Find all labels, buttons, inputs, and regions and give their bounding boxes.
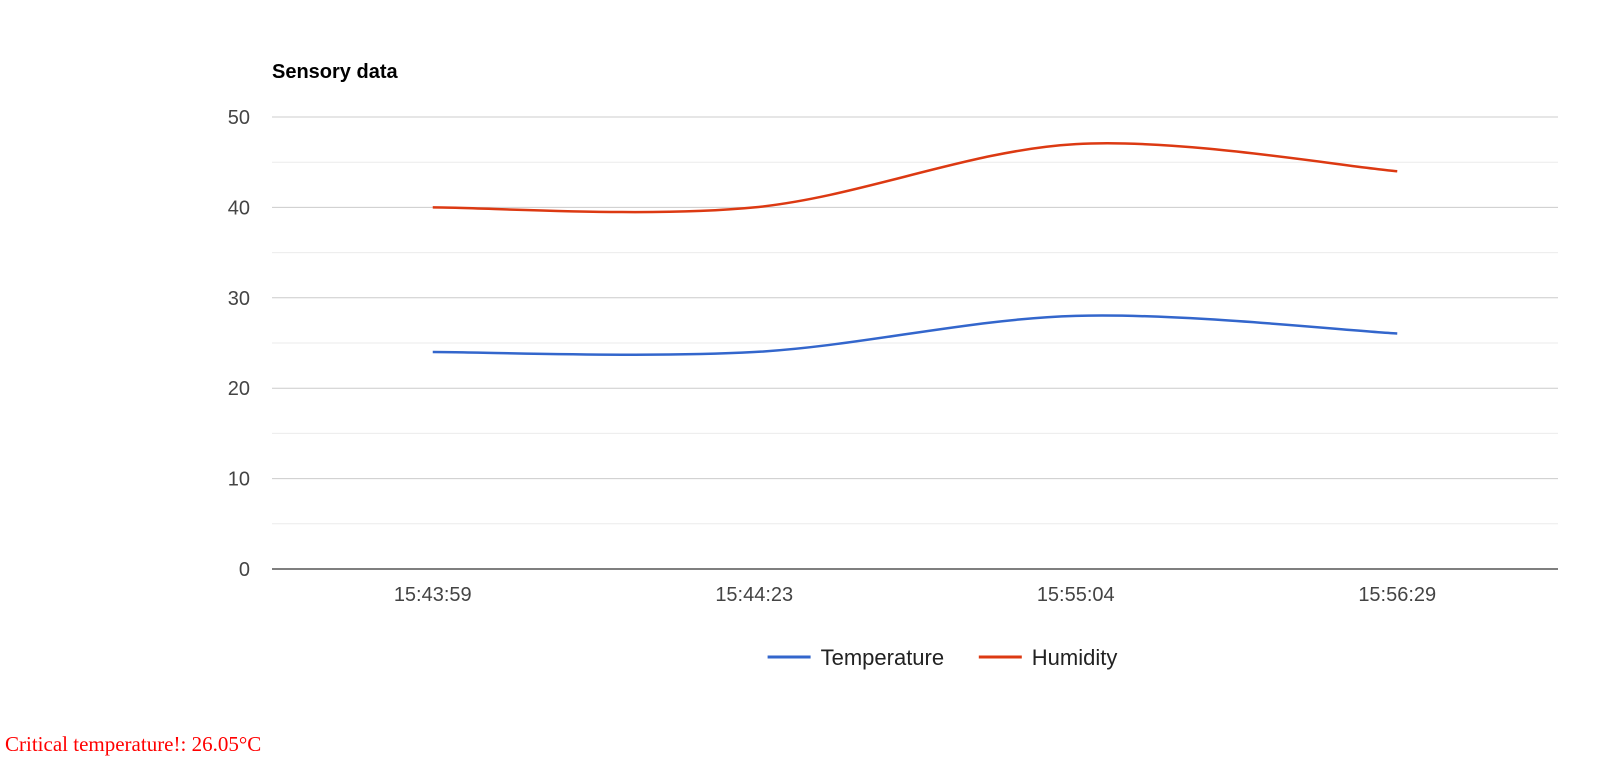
x-tick-label: 15:43:59 [394,584,472,606]
critical-temperature-alert: Critical temperature!: 26.05°C [5,732,262,756]
y-tick-label: 20 [228,378,250,400]
y-tick-label: 0 [239,559,250,581]
axis-layer: 0 10 20 30 40 50 15:43:59 15:44:23 15:55:04 15:56… [228,107,1558,606]
grid-layer [272,116,1558,525]
series-line-temperature [432,314,1398,356]
legend-label-humidity: Humidity [1032,645,1118,670]
series-layer [432,142,1398,356]
series-line-humidity [432,142,1398,214]
y-tick-label: 40 [228,197,250,219]
chart-title: Sensory data [272,61,398,83]
x-tick-label: 15:55:04 [1037,584,1115,606]
chart-svg: Sensory data 0 10 20 30 40 50 15:43:59 15:44:23… [228,61,1558,670]
x-tick-label: 15:44:23 [715,584,793,606]
y-tick-label: 30 [228,288,250,310]
x-tick-label: 15:56:29 [1358,584,1436,606]
line-chart: Sensory data 0 10 20 30 40 50 15:43:59 15:44:23… [228,61,1558,670]
y-tick-label: 50 [228,107,250,129]
legend-label-temperature: Temperature [821,645,945,670]
chart-legend: Temperature Humidity [767,645,1118,670]
y-tick-label: 10 [228,469,250,491]
